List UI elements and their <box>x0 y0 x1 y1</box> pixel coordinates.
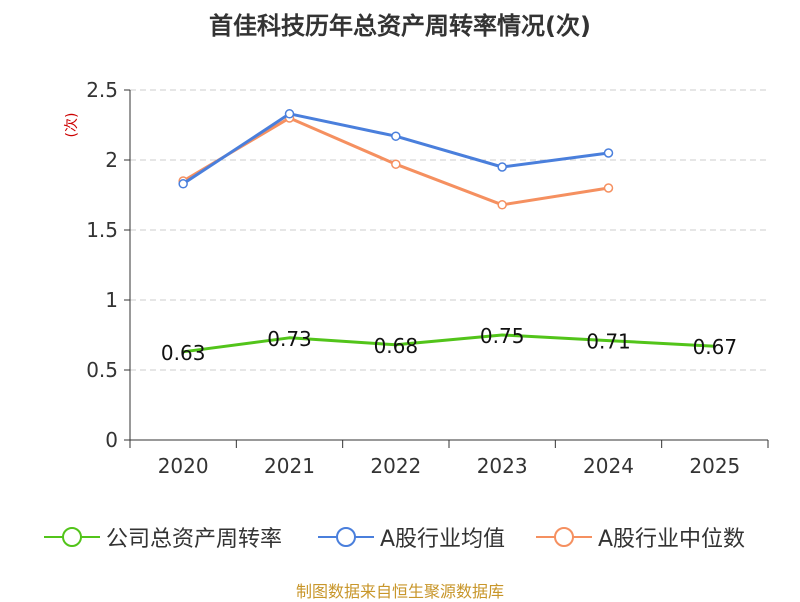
legend-marker-median <box>536 527 592 547</box>
legend-label-avg: A股行业均值 <box>380 527 506 552</box>
data-label-company: 0.73 <box>267 327 312 351</box>
chart-title: 首佳科技历年总资产周转率情况(次) <box>209 12 591 40</box>
source-footer: 制图数据来自恒生聚源数据库 <box>295 582 504 601</box>
legend-item-company[interactable]: 公司总资产周转率 <box>44 522 282 552</box>
y-tick-label: 2.5 <box>86 78 118 102</box>
y-tick-label: 1 <box>105 288 118 312</box>
legend-label-median: A股行业中位数 <box>598 527 746 552</box>
data-point-median <box>391 159 401 169</box>
data-label-company: 0.67 <box>693 335 738 359</box>
legend-item-avg[interactable]: A股行业均值 <box>318 522 505 552</box>
legend-marker-company <box>44 527 100 547</box>
data-label-company: 0.71 <box>586 330 631 354</box>
legend: 公司总资产周转率 A股行业均值 A股行业中位数 <box>0 522 800 552</box>
data-label-company: 0.68 <box>374 334 419 358</box>
y-axis-unit: (次) <box>64 113 80 138</box>
legend-marker-avg <box>318 527 374 547</box>
y-tick-label: 0 <box>105 428 118 452</box>
series-line-avg <box>182 112 609 186</box>
data-point-avg <box>178 179 188 189</box>
x-tick-label: 2020 <box>158 454 209 478</box>
y-tick-label: 2 <box>105 148 118 172</box>
data-point-avg <box>497 162 507 172</box>
series-line-company <box>182 333 715 354</box>
x-tick-label: 2024 <box>583 454 634 478</box>
x-tick-label: 2021 <box>264 454 315 478</box>
data-point-avg <box>284 109 295 119</box>
y-tick-label: 0.5 <box>86 358 118 382</box>
data-point-median <box>497 200 507 210</box>
y-tick-label: 1.5 <box>86 218 118 242</box>
x-tick-label: 2025 <box>689 454 740 478</box>
x-tick-label: 2023 <box>477 454 528 478</box>
data-label-company: 0.63 <box>161 341 206 365</box>
legend-item-median[interactable]: A股行业中位数 <box>536 522 745 552</box>
data-point-avg <box>603 148 614 158</box>
data-point-avg <box>391 131 401 141</box>
x-tick-label: 2022 <box>370 454 421 478</box>
data-point-median <box>603 183 614 193</box>
legend-label-company: 公司总资产周转率 <box>106 527 283 552</box>
data-label-company: 0.75 <box>480 324 525 348</box>
